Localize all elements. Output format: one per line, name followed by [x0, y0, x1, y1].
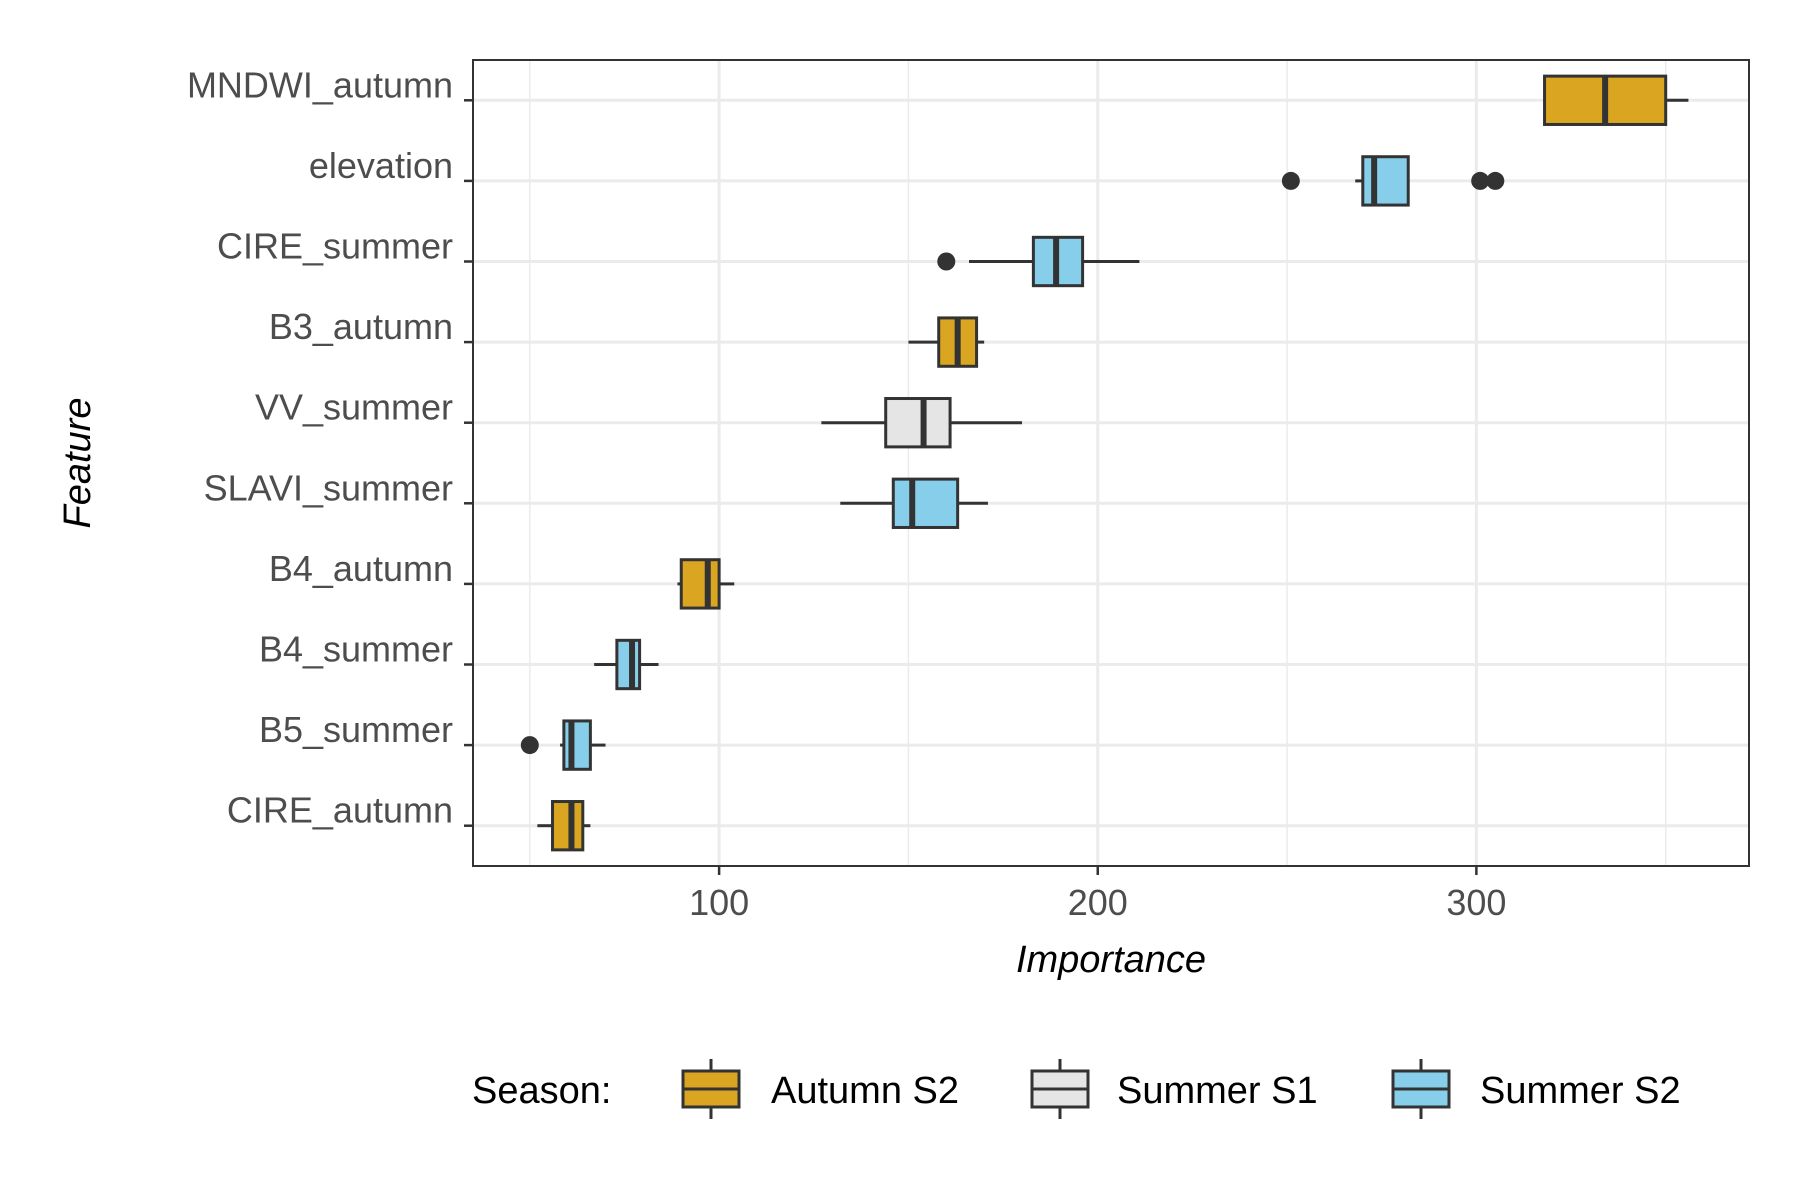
box-MNDWI_autumn [1543, 74, 1689, 126]
box-CIRE_summer [937, 235, 1140, 288]
box-B5_summer [520, 719, 606, 771]
box-B4_summer [594, 638, 659, 691]
plot-panel-border [472, 59, 1750, 867]
box-iqr [615, 638, 642, 691]
y-tick-label: B4_summer [259, 629, 453, 670]
y-tick-label: CIRE_summer [217, 226, 453, 267]
box-iqr [884, 397, 952, 449]
y-tick-label: SLAVI_summer [204, 467, 453, 508]
y-tick-label: elevation [309, 145, 453, 186]
legend-label: Autumn S2 [771, 1070, 959, 1112]
box-iqr [679, 558, 721, 610]
x-tick-label: 300 [1446, 882, 1506, 923]
y-tick-label: B4_autumn [269, 548, 453, 589]
x-tick-label: 200 [1068, 882, 1128, 923]
y-tick-label: B5_summer [259, 709, 453, 750]
box-SLAVI_summer [840, 477, 988, 529]
outlier-point [520, 736, 539, 755]
box-iqr [562, 719, 592, 771]
box-B3_autumn [908, 316, 985, 368]
box-elevation [1281, 155, 1505, 207]
x-tick-label: 100 [689, 882, 749, 923]
grid-lines [473, 60, 1749, 866]
box-iqr [1361, 155, 1410, 207]
box-iqr [551, 800, 585, 852]
legend-title: Season: [472, 1070, 611, 1112]
boxplot-layer [520, 74, 1689, 852]
y-tick-label: B3_autumn [269, 306, 453, 347]
outlier-point [1471, 171, 1490, 190]
outlier-point [1486, 171, 1505, 190]
outlier-point [1281, 171, 1300, 190]
y-tick-label: CIRE_autumn [227, 790, 453, 831]
y-tick-label: VV_summer [255, 387, 453, 428]
legend-item: Autumn S2 [681, 1059, 959, 1119]
box-iqr [891, 477, 960, 529]
box-B4_autumn [677, 558, 735, 610]
y-axis-ticks: MNDWI_autumn elevation CIRE_summer B3_autum… [187, 64, 473, 831]
outlier-point [937, 252, 956, 271]
box-CIRE_autumn [537, 800, 591, 852]
y-axis-title: Feature [57, 398, 99, 529]
y-tick-label: MNDWI_autumn [187, 64, 453, 105]
x-axis-title: Importance [1016, 939, 1206, 981]
legend-label: Summer S1 [1117, 1070, 1318, 1112]
box-VV_summer [821, 397, 1023, 449]
x-axis-ticks: 100 200 300 [689, 866, 1506, 923]
legend-item: Summer S2 [1391, 1059, 1681, 1119]
legend: Season: Autumn S2 Summer S1 Summer S2 [472, 1059, 1681, 1119]
legend-label: Summer S2 [1480, 1070, 1681, 1112]
legend-item: Summer S1 [1030, 1059, 1318, 1119]
